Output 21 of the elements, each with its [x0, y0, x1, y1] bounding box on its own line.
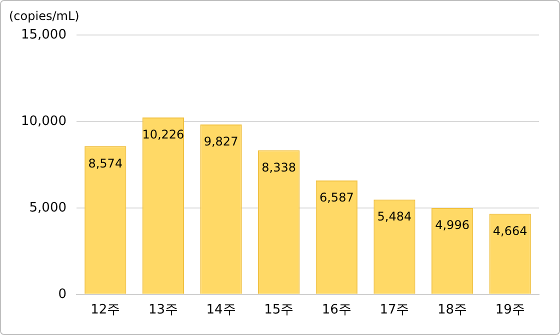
- data-label: 6,587: [319, 190, 354, 205]
- x-tick-label: 19주: [495, 302, 525, 318]
- data-label: 4,664: [492, 224, 528, 238]
- x-tick-label: 16주: [322, 302, 352, 318]
- y-axis-title: (copies/mL): [9, 9, 80, 24]
- y-tick-label: 10,000: [20, 114, 66, 129]
- y-tick-label: 15,000: [20, 27, 66, 42]
- data-label: 8,338: [262, 160, 296, 174]
- x-tick-label: 15주: [264, 302, 294, 318]
- data-label: 5,484: [377, 210, 412, 224]
- y-tick-label: 0: [58, 286, 66, 302]
- data-label: 8,574: [88, 156, 123, 170]
- data-label: 4,996: [435, 218, 470, 232]
- y-tick-label: 5,000: [29, 200, 66, 216]
- x-tick-label: 12주: [90, 302, 120, 318]
- x-tick-label: 14주: [206, 302, 236, 318]
- x-tick-label: 17주: [380, 302, 410, 318]
- x-tick-label: 18주: [438, 302, 468, 318]
- data-label: 9,827: [204, 134, 238, 149]
- x-tick-label: 13주: [148, 302, 178, 318]
- data-label: 10,226: [142, 128, 184, 142]
